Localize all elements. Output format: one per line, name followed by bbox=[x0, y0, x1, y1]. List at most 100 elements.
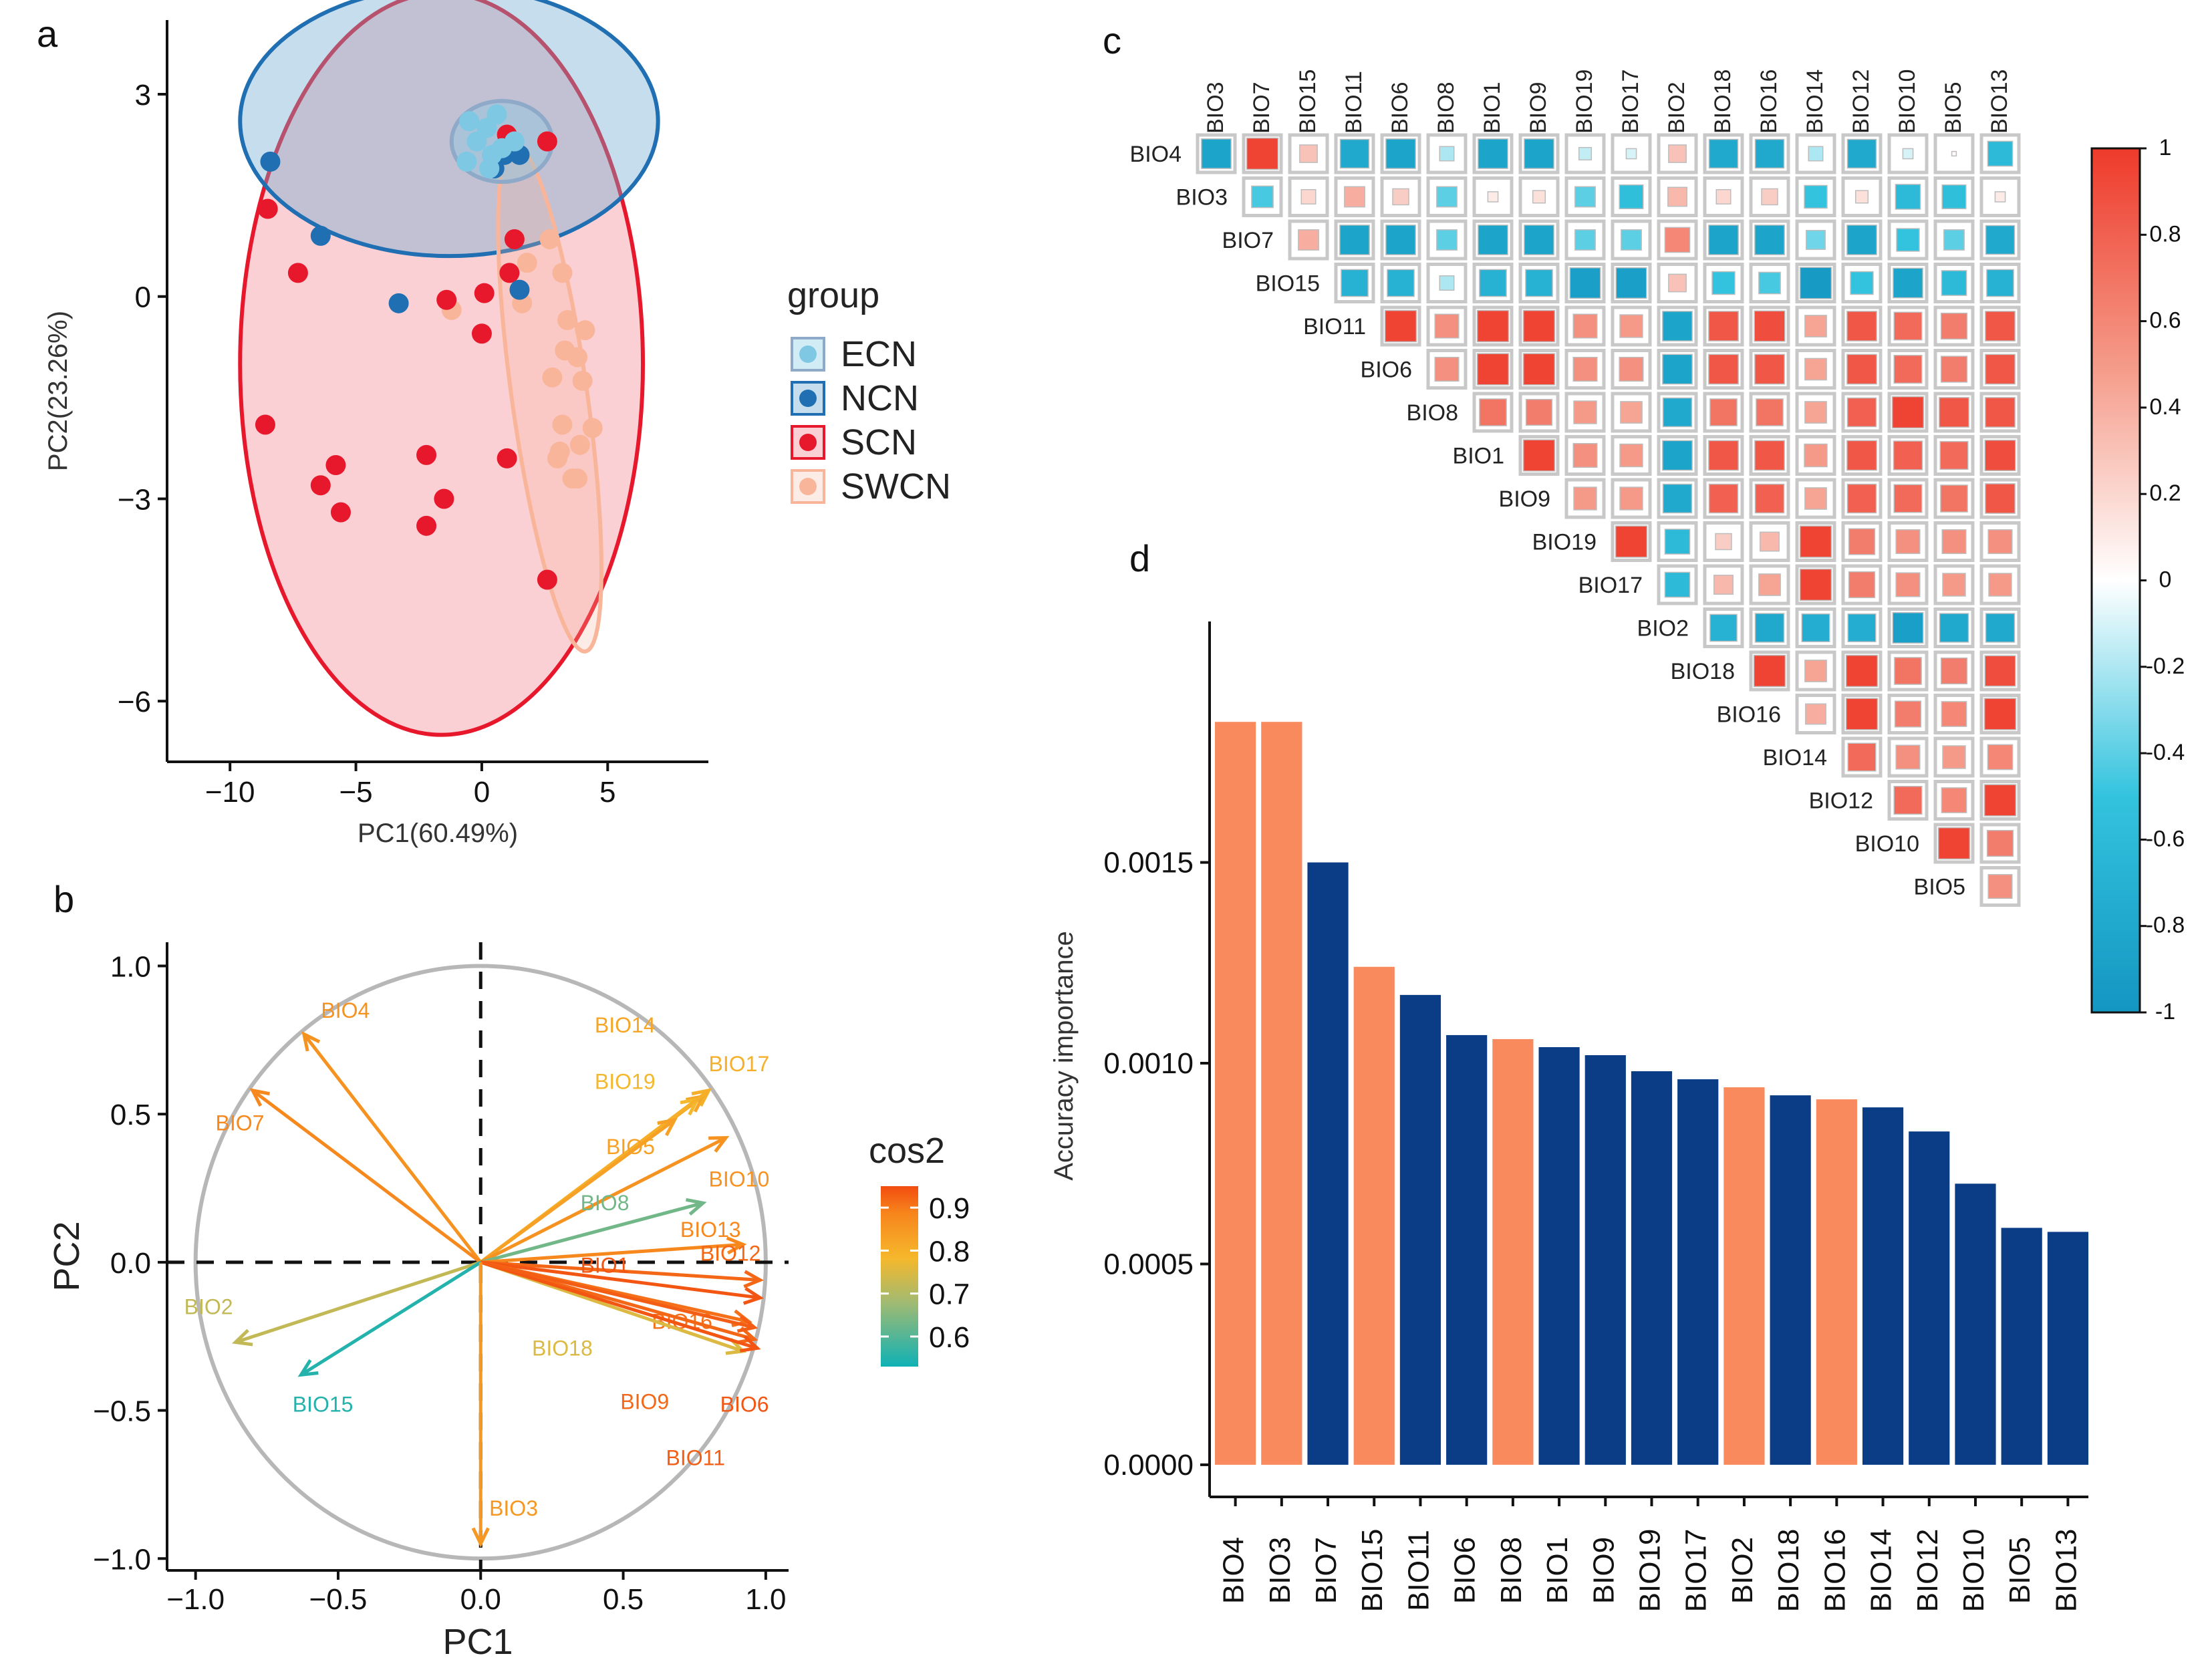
y-tick-label: 0.0 bbox=[110, 1247, 151, 1280]
corr-cell bbox=[1902, 148, 1914, 160]
corr-row-label: BIO8 bbox=[1407, 400, 1458, 426]
corr-cell bbox=[1754, 138, 1785, 169]
corr-cell bbox=[1985, 354, 2016, 385]
corr-col-label: BIO18 bbox=[1710, 69, 1736, 134]
corr-cell bbox=[1341, 269, 1369, 297]
corr-cell bbox=[1895, 572, 1921, 597]
corr-row-label: BIO18 bbox=[1671, 659, 1735, 684]
corr-cell bbox=[1487, 191, 1499, 202]
corr-cell bbox=[1894, 700, 1922, 728]
corr-cell bbox=[1524, 138, 1554, 169]
y-tick-label: −3 bbox=[118, 483, 151, 516]
corr-cell bbox=[1574, 186, 1596, 208]
point-scn bbox=[471, 323, 492, 344]
corr-cell bbox=[1896, 228, 1920, 252]
corr-cell bbox=[1754, 310, 1786, 342]
corr-cell bbox=[1662, 440, 1693, 471]
x-tick-label: BIO3 bbox=[1264, 1537, 1296, 1604]
bar-bio7 bbox=[1307, 862, 1349, 1465]
corr-cell bbox=[1339, 225, 1370, 255]
corr-cell bbox=[1942, 573, 1966, 597]
legend-dot-ecn bbox=[799, 345, 817, 363]
corr-cell bbox=[1893, 440, 1923, 470]
corr-cell bbox=[1619, 443, 1643, 468]
y-tick-label: 0.0000 bbox=[1103, 1449, 1194, 1482]
corr-col-label: BIO8 bbox=[1433, 82, 1459, 134]
panel-letter-d: d bbox=[1129, 537, 1150, 579]
corr-cell bbox=[1941, 701, 1967, 727]
loading-label-bio4: BIO4 bbox=[321, 998, 370, 1022]
legend-title: cos2 bbox=[869, 1131, 945, 1171]
panel-letter-a: a bbox=[37, 13, 58, 55]
bar-bio12 bbox=[1909, 1131, 1950, 1465]
corr-col-label: BIO9 bbox=[1526, 82, 1551, 134]
colorbar-tick-label: 0.9 bbox=[929, 1192, 970, 1225]
corr-cell bbox=[1891, 396, 1925, 429]
corr-cell bbox=[1799, 568, 1832, 601]
loading-label-bio3: BIO3 bbox=[489, 1496, 538, 1520]
corr-cell bbox=[1754, 440, 1785, 471]
corr-cell bbox=[1754, 613, 1785, 643]
x-tick-label: BIO17 bbox=[1680, 1529, 1713, 1613]
corr-cell bbox=[1715, 533, 1732, 551]
corr-cell bbox=[1299, 144, 1318, 163]
arrow-bio11 bbox=[480, 1260, 755, 1329]
loading-label-bio14: BIO14 bbox=[595, 1013, 656, 1037]
legend-label-swcn: SWCN bbox=[841, 466, 951, 507]
corr-cell-frame bbox=[1611, 435, 1652, 476]
y-tick-label: 3 bbox=[135, 79, 151, 112]
corr-cell bbox=[1942, 745, 1966, 769]
corr-col-label: BIO10 bbox=[1895, 69, 1920, 134]
corr-cell bbox=[1478, 225, 1508, 255]
y-axis-title: PC2 bbox=[47, 1221, 87, 1291]
corr-cell bbox=[1895, 184, 1921, 210]
corr-cell bbox=[1893, 311, 1923, 341]
point-swcn bbox=[575, 320, 595, 341]
corr-cell bbox=[1344, 186, 1365, 208]
arrowhead-bio2 bbox=[231, 1328, 253, 1347]
corr-col-label: BIO1 bbox=[1480, 82, 1505, 134]
corr-colorbar bbox=[2090, 147, 2141, 1014]
y-axis-title: Accuracy importance bbox=[1049, 931, 1079, 1180]
ellipse-ncn bbox=[238, 0, 660, 259]
point-swcn bbox=[542, 367, 563, 388]
corr-cell bbox=[1753, 654, 1786, 688]
legend-label-scn: SCN bbox=[841, 422, 917, 462]
corr-cell bbox=[1525, 269, 1553, 297]
x-tick-label: 5 bbox=[599, 776, 615, 809]
panel-letter-c: c bbox=[1103, 19, 1121, 61]
corr-cell bbox=[1846, 397, 1877, 428]
corr-cell bbox=[1662, 354, 1693, 385]
corr-cell bbox=[1664, 529, 1691, 555]
arrow-bio1 bbox=[480, 1260, 761, 1300]
corr-cell bbox=[1339, 138, 1370, 169]
colorbar-tick-label: 0.7 bbox=[929, 1278, 970, 1311]
corr-cell bbox=[1846, 311, 1877, 341]
loading-label-bio7: BIO7 bbox=[216, 1111, 265, 1135]
point-scn bbox=[310, 475, 331, 496]
corr-cell-frame bbox=[1887, 564, 1929, 605]
corr-col-label: BIO2 bbox=[1664, 82, 1689, 134]
loading-label-bio10: BIO10 bbox=[709, 1167, 770, 1192]
panel-d-importance-bars: BIO4 BIO3 BIO7 BIO15 BIO11 BIO6 BIO8 BIO1 BIO9 BI… bbox=[1049, 621, 2088, 1612]
corr-cell bbox=[1758, 271, 1781, 295]
corr-cell bbox=[1522, 439, 1556, 472]
corr-cell bbox=[1984, 439, 2016, 472]
corr-cell bbox=[1799, 525, 1832, 558]
corr-cell bbox=[1201, 138, 1232, 169]
x-tick-label: BIO7 bbox=[1310, 1537, 1343, 1604]
point-scn bbox=[537, 569, 557, 590]
point-ecn bbox=[456, 151, 477, 172]
corr-cell bbox=[1799, 267, 1832, 299]
corr-cell bbox=[1804, 487, 1827, 510]
bar-bio2 bbox=[1723, 1087, 1765, 1465]
y-axis-title: PC2(23.26%) bbox=[43, 311, 73, 471]
corr-cell bbox=[1892, 611, 1924, 644]
corr-cell bbox=[1804, 660, 1827, 682]
corr-cell bbox=[1664, 571, 1691, 598]
corr-row-label: BIO12 bbox=[1809, 789, 1873, 814]
corr-cell bbox=[1805, 703, 1826, 725]
corr-cell bbox=[1625, 148, 1637, 160]
x-tick-label: BIO1 bbox=[1541, 1537, 1574, 1604]
colorbar-tick-label: 0.6 bbox=[2149, 308, 2181, 333]
